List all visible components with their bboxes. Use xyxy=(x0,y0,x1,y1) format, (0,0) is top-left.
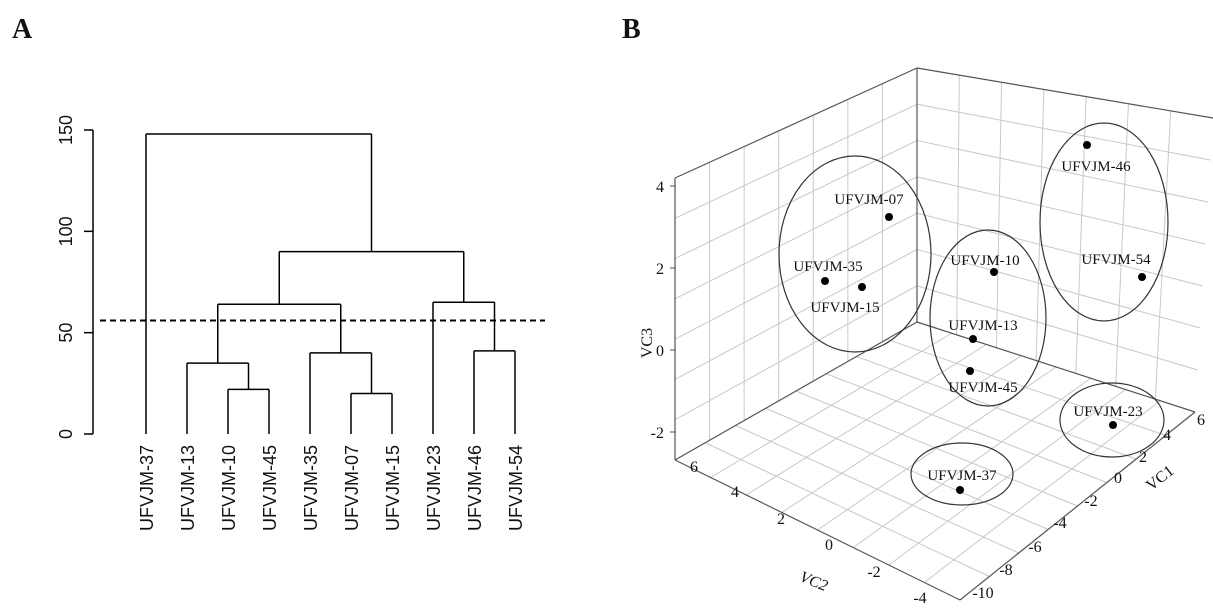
grid-line xyxy=(916,285,1198,371)
panel-b-label: B xyxy=(622,14,641,45)
leaf-label: UFVJM-13 xyxy=(178,445,198,531)
point-label: UFVJM-10 xyxy=(950,253,1019,269)
point-label: UFVJM-07 xyxy=(834,192,904,208)
point-label: UFVJM-35 xyxy=(793,259,862,275)
z-tick-label: 0 xyxy=(656,343,664,360)
grid-line xyxy=(916,140,1208,203)
data-point xyxy=(1109,421,1117,429)
grid-line xyxy=(1075,96,1087,374)
z-tick-label: 2 xyxy=(656,261,664,278)
grid-line xyxy=(781,355,1022,513)
y-axis-label: VC2 xyxy=(797,569,830,595)
leaf-label: UFVJM-10 xyxy=(219,445,239,531)
y-tick-label: 150 xyxy=(56,115,76,145)
y-tick-label: 4 xyxy=(731,484,739,501)
data-point xyxy=(990,268,998,276)
grid-line xyxy=(674,248,918,380)
group-1-ellipse xyxy=(778,155,932,353)
grid-line xyxy=(674,212,918,340)
x-tick-label: -4 xyxy=(1053,515,1066,532)
x-tick-label: 2 xyxy=(1139,449,1147,466)
x-tick-label: 0 xyxy=(1114,470,1122,487)
grid-line xyxy=(916,176,1206,245)
grid-line xyxy=(916,103,1211,161)
point-label: UFVJM-45 xyxy=(948,380,1017,396)
leaf-label: UFVJM-54 xyxy=(506,445,526,531)
grid-line xyxy=(674,285,918,421)
group-5-ellipse xyxy=(910,442,1014,506)
grid-line xyxy=(745,344,987,496)
box-edge xyxy=(674,67,918,179)
z-tick-label: -2 xyxy=(651,425,664,442)
point-label: UFVJM-46 xyxy=(1061,159,1131,175)
y-tick-label: 2 xyxy=(777,511,785,528)
y-tick-label: 50 xyxy=(56,323,76,343)
x-axis-label: VC1 xyxy=(1143,462,1177,494)
grid-line xyxy=(995,82,1003,348)
point-label: UFVJM-37 xyxy=(927,468,997,484)
data-point xyxy=(821,277,829,285)
point-label: UFVJM-13 xyxy=(948,318,1017,334)
x-tick-label: 4 xyxy=(1163,427,1171,444)
point-label: UFVJM-15 xyxy=(810,300,879,316)
leaf-label: UFVJM-45 xyxy=(260,445,280,531)
grid-line xyxy=(674,103,918,219)
z-tick-label: 4 xyxy=(656,179,664,196)
grid-line xyxy=(924,400,1161,583)
box-edge xyxy=(916,321,1196,413)
box-edge xyxy=(674,321,918,461)
group-3-ellipse xyxy=(1039,122,1169,322)
leaf-label: UFVJM-23 xyxy=(424,445,444,531)
leaf-label: UFVJM-46 xyxy=(465,445,485,531)
x-tick-label: -8 xyxy=(999,562,1012,579)
point-label: UFVJM-23 xyxy=(1073,404,1142,420)
grid-line xyxy=(916,212,1203,287)
data-point xyxy=(956,486,964,494)
y-tick-label: 0 xyxy=(825,537,833,554)
leaf-label: UFVJM-07 xyxy=(342,445,362,531)
box-edge xyxy=(674,459,961,601)
data-point xyxy=(1083,141,1091,149)
grid-line xyxy=(888,389,1126,566)
z-axis-label: VC3 xyxy=(639,328,656,358)
data-point xyxy=(966,367,974,375)
data-point xyxy=(1138,273,1146,281)
y-tick-label: 6 xyxy=(690,459,698,476)
grid-line xyxy=(1115,103,1129,387)
x-tick-label: -6 xyxy=(1028,539,1041,556)
grid-line xyxy=(674,176,918,300)
box-edge xyxy=(916,67,1213,119)
dendrogram-chart: 0 50 100 150 UFVJM-37 UFVJM-13 UFVJM-10 UFVJM-4… xyxy=(56,115,545,531)
y-tick-label: 0 xyxy=(56,429,76,439)
point-label: UFVJM-54 xyxy=(1081,252,1151,268)
data-point xyxy=(858,283,866,291)
grid-line xyxy=(852,377,1092,548)
x-tick-label: -10 xyxy=(972,585,993,602)
grid-line xyxy=(1154,110,1172,400)
y-tick-label: -2 xyxy=(867,564,880,581)
grid-line xyxy=(916,248,1201,329)
data-point xyxy=(969,335,977,343)
leaf-label: UFVJM-37 xyxy=(137,445,157,531)
y-tick-label: 100 xyxy=(56,216,76,246)
x-tick-label: -2 xyxy=(1084,493,1097,510)
leaf-label: UFVJM-35 xyxy=(301,445,321,531)
panel-a-label: A xyxy=(12,14,33,45)
x-tick-label: 6 xyxy=(1197,412,1205,429)
group-2-ellipse xyxy=(929,229,1047,407)
grid-line xyxy=(956,75,960,335)
group-4-ellipse xyxy=(1059,382,1165,458)
box-edge xyxy=(959,411,1196,601)
leaf-label: UFVJM-15 xyxy=(383,445,403,531)
data-point xyxy=(885,213,893,221)
grid-line xyxy=(710,332,953,478)
y-tick-label: -4 xyxy=(913,590,926,607)
